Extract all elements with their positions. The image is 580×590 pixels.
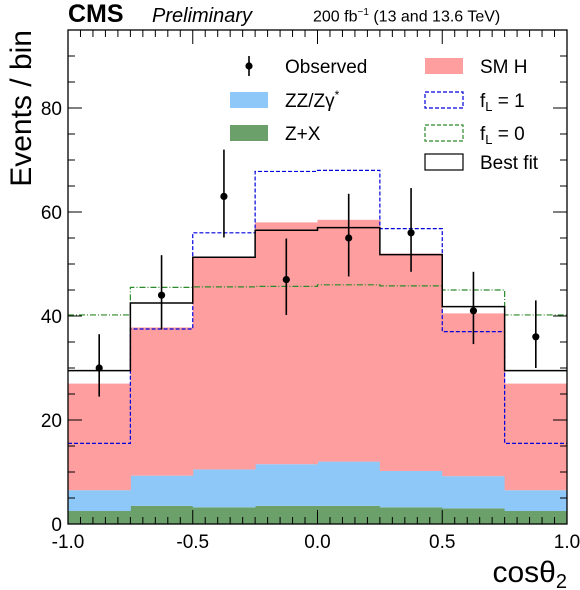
legend-swatch-5 [424,124,464,142]
stack-bar-1-1 [130,475,194,506]
y-axis-title: Events / bin [5,30,38,187]
stack-bar-0-4 [317,505,381,524]
experiment-label: CMS [68,0,124,28]
observed-point-1 [157,291,166,299]
legend-swatch-1 [425,58,463,74]
energy-label: (13 and 13.6 TeV) [368,8,501,26]
legend-swatch-6 [424,153,464,171]
x-axis-title: cosθ2 [493,556,568,590]
stack-bar-1-7 [504,490,568,511]
stack-bar-2-7 [504,383,568,491]
observed-point-6 [469,307,478,315]
legend-label-subscript-5: L [485,132,492,147]
legend-label-rest-3: = 1 [493,91,525,112]
stack-bar-0-5 [379,507,443,524]
legend-swatch-4 [230,125,268,141]
stack-bar-1-5 [379,470,443,508]
x-tick-label-2: 0.0 [304,532,330,553]
lumi-value: 200 fb [313,8,358,26]
stack-bar-0-2 [192,507,256,524]
y-tick-label-3: 60 [41,203,62,224]
legend-label-main-2: ZZ/Zγ [285,91,335,112]
y-tick-label-0: 0 [51,515,62,536]
legend-label-main-5: f [480,124,486,145]
legend-swatch-2 [230,92,268,108]
legend-label-rest-5: = 0 [493,124,525,145]
observed-point-7 [532,333,540,341]
legend-label-6: Best fit [480,153,539,174]
stack-bar-2-0 [68,383,131,491]
x-tick-label-1: -0.5 [176,532,209,553]
legend-marker-0 [245,62,253,70]
x-tick-label-4: 1.0 [554,532,580,553]
legend-label-subscript-3: L [485,99,492,114]
x-axis-title-main: cosθ [493,556,556,589]
legend-label-3: fL = 1 [480,91,525,114]
stack-bar-0-6 [442,508,506,524]
observed-point-3 [282,276,290,284]
stack-bar-1-2 [192,469,256,508]
legend-label-2: ZZ/Zγ* [285,88,340,112]
status-label: Preliminary [152,5,253,27]
legend-label-0: Observed [285,57,367,78]
stack-bar-0-7 [504,511,568,524]
legend-label-superscript-2: * [335,88,340,102]
y-tick-label-4: 80 [41,99,62,120]
stack-bar-1-6 [442,476,506,509]
observed-point-2 [220,192,228,200]
observed-point-5 [407,229,415,237]
stack-bar-0-1 [130,505,194,524]
x-axis-title-subscript: 2 [556,571,567,590]
stack-bar-1-0 [68,490,131,511]
x-tick-label-0: -1.0 [52,532,85,553]
stack-bar-2-1 [130,327,194,476]
stack-bar-1-4 [317,461,381,506]
y-tick-label-1: 20 [41,411,62,432]
stack-bar-0-3 [255,505,318,524]
legend-label-1: SM H [480,57,528,78]
stack-bar-2-2 [192,257,256,470]
y-tick-label-2: 40 [41,307,62,328]
legend-label-main-3: f [480,91,486,112]
stack-bar-1-3 [255,464,318,506]
legend-swatch-3 [424,91,464,109]
stack-bar-2-5 [379,253,443,471]
lumi-exponent: −1 [357,7,369,18]
observed-point-0 [95,364,103,372]
stack-bar-0-0 [68,511,131,524]
observed-point-4 [345,234,353,242]
luminosity-label: 200 fb−1 (13 and 13.6 TeV) [313,7,500,26]
legend-label-5: fL = 0 [480,124,525,147]
legend-label-4: Z+X [285,124,321,145]
x-tick-label-3: 0.5 [429,532,455,553]
